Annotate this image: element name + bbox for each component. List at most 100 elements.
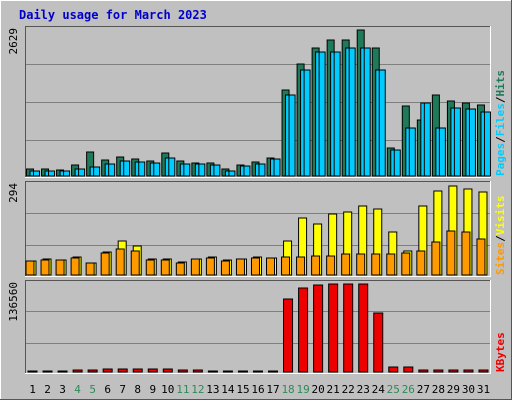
bar-sites	[371, 253, 381, 276]
bar-sites	[250, 257, 260, 276]
day-label: 20	[312, 383, 325, 396]
bar-kbytes	[358, 283, 369, 373]
day-label: 18	[281, 383, 294, 396]
bar-kbytes	[42, 370, 53, 373]
bar-pages	[393, 149, 401, 177]
side-legend-part: /	[494, 96, 507, 103]
day-label: 24	[372, 383, 386, 396]
bar-kbytes	[313, 284, 324, 373]
bar-pages	[93, 166, 101, 177]
bar-pages	[273, 158, 281, 177]
bar-sites	[341, 253, 351, 276]
bar-pages	[303, 69, 311, 177]
day-label: 11	[176, 383, 189, 396]
bar-kbytes	[27, 370, 38, 373]
side-legend-part: Pages	[494, 143, 507, 176]
bar-sites	[235, 258, 245, 276]
bar-kbytes	[102, 368, 113, 373]
panel-background	[25, 280, 491, 374]
bar-pages	[423, 102, 431, 177]
bar-pages	[333, 51, 341, 177]
bar-sites	[386, 253, 396, 276]
bar-pages	[198, 163, 206, 177]
bar-sites	[25, 260, 35, 276]
bar-pages	[483, 111, 491, 177]
side-legend: Sites/Visits	[494, 196, 507, 276]
bar-kbytes	[132, 368, 143, 373]
bar-kbytes	[418, 369, 429, 373]
bar-pages	[48, 170, 56, 177]
day-label: 23	[357, 383, 370, 396]
day-label: 28	[432, 383, 445, 396]
bar-sites	[416, 250, 426, 276]
bar-sites	[446, 230, 456, 276]
bar-kbytes	[117, 368, 128, 373]
day-label: 26	[402, 383, 415, 396]
bar-sites	[401, 252, 411, 276]
bar-pages	[258, 163, 266, 177]
bar-sites	[55, 259, 65, 276]
bar-kbytes	[268, 370, 279, 373]
bar-kbytes	[283, 298, 294, 373]
chart-panels: 2629Pages/Files/Hits294Sites/Visits13656…	[7, 26, 507, 374]
bar-pages	[183, 163, 191, 177]
bar-kbytes	[192, 369, 203, 373]
bar-kbytes	[207, 370, 218, 373]
bar-sites	[85, 262, 95, 276]
day-label: 10	[161, 383, 174, 396]
bar-pages	[123, 160, 131, 177]
bar-pages	[138, 161, 146, 177]
bar-kbytes	[298, 287, 309, 373]
chart-title: Daily usage for March 2023	[19, 8, 207, 22]
bar-sites	[356, 253, 366, 276]
bar-kbytes	[72, 369, 83, 373]
bar-sites	[461, 231, 471, 276]
bar-kbytes	[328, 283, 339, 373]
bar-pages	[408, 127, 416, 177]
bar-pages	[453, 107, 461, 177]
day-label: 21	[327, 383, 340, 396]
day-label: 15	[236, 383, 249, 396]
day-label: 12	[191, 383, 204, 396]
side-legend: KBytes	[494, 332, 507, 372]
y-axis-max-label: 136560	[7, 282, 20, 322]
day-label: 25	[387, 383, 400, 396]
bar-sites	[130, 250, 140, 276]
bar-sites	[476, 238, 486, 276]
side-legend-part: KBytes	[494, 332, 507, 372]
bar-kbytes	[87, 369, 98, 373]
bar-sites	[296, 256, 306, 276]
bar-pages	[168, 157, 176, 177]
side-legend-part: Hits	[494, 70, 507, 97]
side-legend-part: /	[494, 235, 507, 242]
day-label: 8	[134, 383, 141, 396]
day-label: 27	[417, 383, 430, 396]
bar-pages	[33, 170, 40, 177]
day-label: 31	[477, 383, 490, 396]
bar-pages	[228, 170, 236, 177]
day-label: 14	[221, 383, 235, 396]
bar-pages	[378, 69, 386, 177]
bar-kbytes	[463, 369, 474, 373]
bar-pages	[438, 127, 446, 177]
bar-kbytes	[403, 366, 414, 373]
bar-sites	[160, 259, 170, 276]
panel-visits-sites: 294 Sites/Visits	[7, 181, 507, 277]
bar-kbytes	[388, 366, 399, 373]
bar-sites	[266, 257, 276, 276]
bar-sites	[145, 259, 155, 276]
day-label: 13	[206, 383, 219, 396]
bar-pages	[318, 51, 326, 177]
bar-kbytes	[433, 369, 444, 373]
bar-kbytes	[343, 283, 354, 373]
day-labels: 1 2 3 4 5 6 7 8 9 10 11 12 13 14 15 16 17 18 19 20 21 22 23 24 2…	[29, 383, 490, 396]
bar-sites	[70, 257, 80, 276]
bar-pages	[63, 170, 71, 177]
day-label: 7	[119, 383, 126, 396]
day-label: 17	[266, 383, 279, 396]
bar-sites	[311, 255, 321, 276]
bar-pages	[78, 168, 86, 177]
day-label: 29	[447, 383, 460, 396]
